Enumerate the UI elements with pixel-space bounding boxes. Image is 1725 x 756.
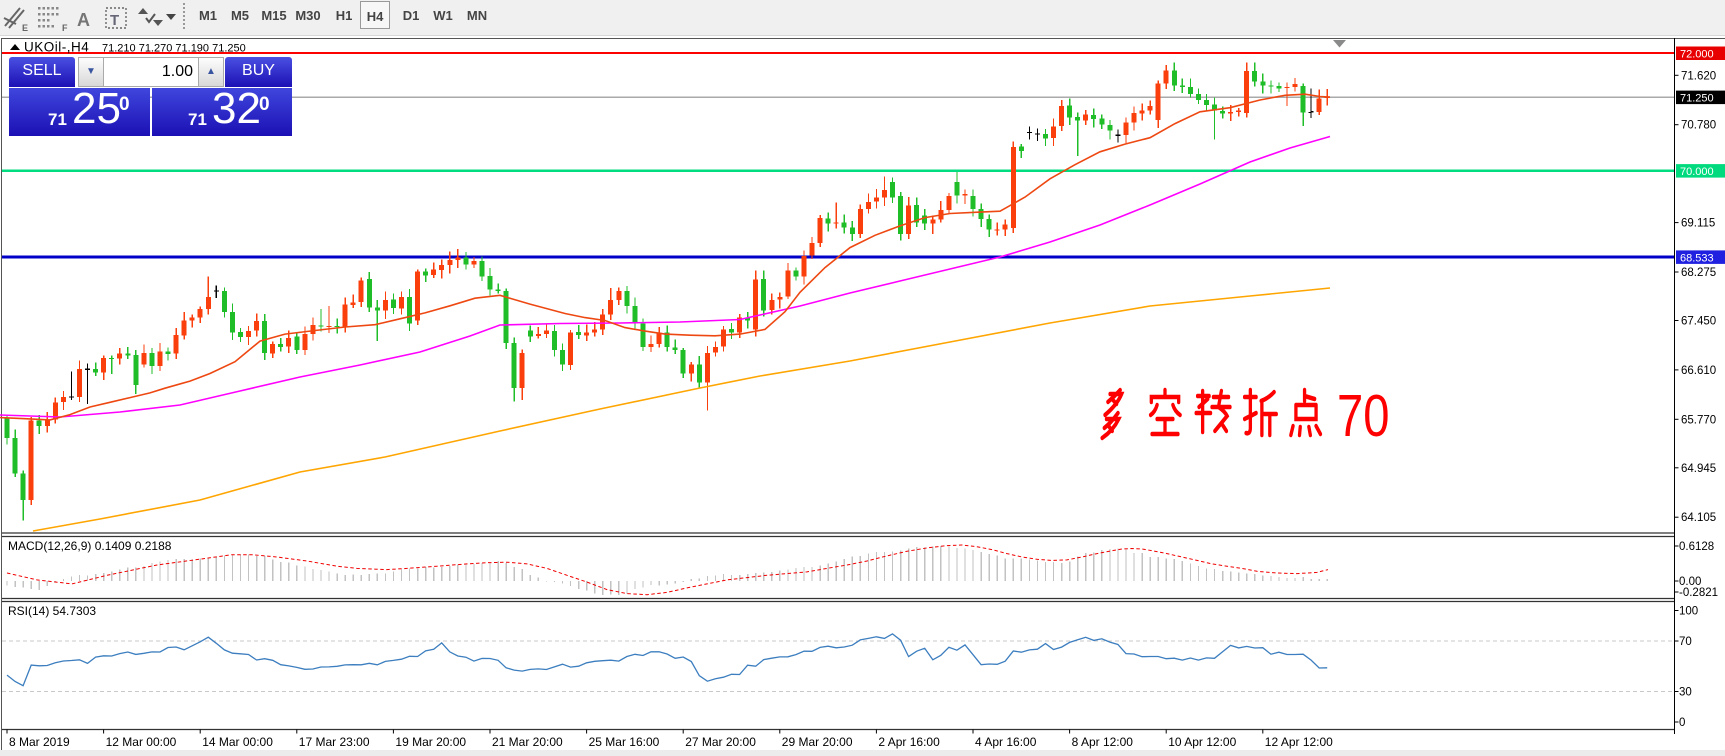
svg-text:2 Apr 16:00: 2 Apr 16:00 (878, 735, 940, 749)
svg-text:27 Mar 20:00: 27 Mar 20:00 (685, 735, 756, 749)
svg-text:MACD(12,26,9) 0.1409 0.2188: MACD(12,26,9) 0.1409 0.2188 (8, 539, 172, 553)
svg-text:T: T (110, 12, 119, 29)
svg-text:UKOil-,H4: UKOil-,H4 (24, 40, 89, 55)
svg-text:25 Mar 16:00: 25 Mar 16:00 (589, 735, 660, 749)
svg-text:71.250: 71.250 (1680, 93, 1714, 105)
svg-text:4 Apr 16:00: 4 Apr 16:00 (975, 735, 1037, 749)
svg-text:E: E (22, 23, 28, 33)
svg-text:8 Mar 2019: 8 Mar 2019 (9, 735, 70, 749)
svg-text:70: 70 (1679, 636, 1692, 648)
svg-text:30: 30 (1679, 687, 1692, 699)
svg-text:29 Mar 20:00: 29 Mar 20:00 (782, 735, 853, 749)
svg-text:0.00: 0.00 (1679, 576, 1701, 588)
svg-text:F: F (62, 23, 68, 33)
svg-text:21 Mar 20:00: 21 Mar 20:00 (492, 735, 563, 749)
svg-text:A: A (77, 10, 90, 30)
svg-text:0.6128: 0.6128 (1679, 541, 1714, 553)
svg-text:8 Apr 12:00: 8 Apr 12:00 (1072, 735, 1134, 749)
svg-text:65.770: 65.770 (1681, 414, 1716, 426)
svg-text:70: 70 (1337, 384, 1389, 449)
svg-text:66.610: 66.610 (1681, 365, 1716, 377)
svg-text:67.450: 67.450 (1681, 316, 1716, 328)
svg-text:19 Mar 20:00: 19 Mar 20:00 (395, 735, 466, 749)
svg-text:68.275: 68.275 (1681, 267, 1716, 279)
svg-text:69.115: 69.115 (1681, 218, 1715, 230)
svg-text:71.210 71.270 71.190 71.250: 71.210 71.270 71.190 71.250 (102, 43, 246, 55)
svg-text:-0.2821: -0.2821 (1679, 587, 1718, 599)
svg-text:0: 0 (1679, 717, 1685, 729)
svg-text:12 Apr 12:00: 12 Apr 12:00 (1265, 735, 1333, 749)
svg-text:70.000: 70.000 (1680, 166, 1714, 178)
svg-text:68.533: 68.533 (1680, 252, 1714, 264)
svg-text:10 Apr 12:00: 10 Apr 12:00 (1168, 735, 1236, 749)
svg-text:RSI(14) 54.7303: RSI(14) 54.7303 (8, 604, 96, 618)
svg-text:17 Mar 23:00: 17 Mar 23:00 (299, 735, 370, 749)
svg-text:14 Mar 00:00: 14 Mar 00:00 (202, 735, 273, 749)
svg-text:71.620: 71.620 (1681, 70, 1716, 82)
svg-text:70.780: 70.780 (1681, 120, 1716, 132)
svg-text:72.000: 72.000 (1680, 49, 1714, 61)
svg-text:64.945: 64.945 (1681, 463, 1716, 475)
svg-text:64.105: 64.105 (1681, 512, 1716, 524)
svg-text:12 Mar 00:00: 12 Mar 00:00 (106, 735, 177, 749)
svg-text:100: 100 (1679, 606, 1698, 618)
